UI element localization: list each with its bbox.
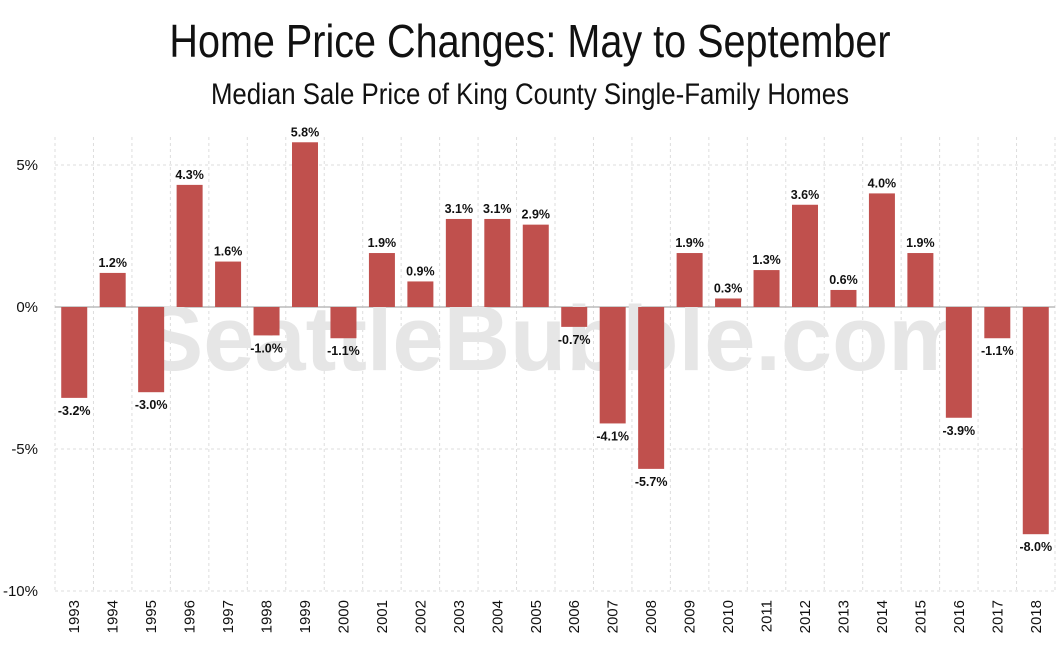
x-tick-label: 1998 (259, 600, 276, 633)
x-tick-label: 2010 (720, 600, 737, 633)
data-label: -4.1% (596, 429, 629, 443)
x-tick-label: 1994 (105, 600, 122, 633)
data-label: -1.1% (981, 344, 1014, 358)
bar-2011 (753, 270, 780, 307)
bar-2017 (984, 307, 1011, 339)
bar-1993 (61, 307, 88, 398)
data-label: 1.6% (214, 245, 243, 259)
data-label: -3.2% (58, 404, 91, 418)
x-tick-label: 2001 (374, 600, 391, 633)
bar-2006 (561, 307, 588, 327)
data-label: 5.8% (291, 125, 320, 139)
data-label: 0.9% (406, 264, 435, 278)
x-tick-label: 2012 (797, 600, 814, 633)
bar-2007 (599, 307, 626, 424)
bar-2012 (792, 204, 818, 307)
data-labels: -3.2% 1.2% -3.0% 4.3% 1.6% -1.0% 5.8% -1.1% 1.9%… (58, 125, 1052, 554)
bar-2010 (715, 298, 742, 307)
data-label: 4.0% (868, 176, 897, 190)
data-label: 1.2% (98, 256, 127, 270)
bar-2015 (907, 253, 934, 307)
bar-1996 (176, 184, 203, 307)
x-tick-label: 2008 (643, 600, 660, 633)
x-tick-label: 2000 (335, 600, 352, 633)
x-tick-label: 2004 (489, 600, 506, 633)
bar-2001 (368, 253, 395, 307)
bar-2016 (945, 307, 972, 418)
x-tick-label: 2006 (566, 600, 583, 633)
data-label: -3.9% (943, 424, 976, 438)
x-tick-label: 1996 (182, 600, 199, 633)
x-tick-label: 2007 (605, 600, 622, 633)
bar-2014 (868, 193, 895, 307)
data-label: 1.9% (368, 236, 397, 250)
data-label: 2.9% (522, 208, 551, 222)
chart-title: Home Price Changes: May to September (169, 15, 891, 67)
y-tick-label: 5% (16, 157, 38, 174)
bar-2005 (522, 224, 549, 307)
bar-1997 (215, 261, 242, 307)
x-tick-label: 2003 (451, 600, 468, 633)
x-tick-label: 1993 (66, 600, 83, 633)
bar-2009 (676, 253, 703, 307)
x-tick-label: 2011 (759, 600, 776, 632)
bars (61, 142, 1049, 535)
data-label: 1.9% (675, 236, 704, 250)
x-tick-label: 2017 (989, 600, 1006, 633)
x-axis: 1993 1994 1995 1996 1997 1998 1999 2000 2001 2002… (66, 600, 1045, 633)
data-label: 4.3% (175, 168, 204, 182)
bar-2004 (484, 218, 511, 307)
bar-1998 (253, 307, 280, 336)
y-tick-label: 0% (16, 299, 38, 316)
data-label: 3.1% (483, 202, 512, 216)
data-label: 3.6% (791, 188, 820, 202)
bar-1999 (292, 142, 318, 307)
y-tick-label: -5% (11, 441, 38, 458)
data-label: 3.1% (445, 202, 474, 216)
y-tick-label: -10% (3, 583, 38, 600)
data-label: -1.1% (327, 344, 360, 358)
x-tick-label: 1997 (220, 600, 237, 633)
grid (54, 137, 1056, 592)
bar-2002 (407, 281, 434, 307)
bar-1994 (99, 272, 126, 307)
x-tick-label: 2015 (912, 600, 929, 633)
x-tick-label: 2013 (835, 600, 852, 633)
data-label: 0.6% (829, 273, 858, 287)
x-tick-label: 2016 (951, 600, 968, 633)
bar-2000 (330, 307, 357, 339)
y-axis: 5% 0% -5% -10% (3, 157, 38, 600)
data-label: -5.7% (635, 475, 668, 489)
x-tick-label: 2014 (874, 600, 891, 633)
data-label: 1.3% (752, 253, 781, 267)
x-tick-label: 2005 (528, 600, 545, 633)
bar-1995 (138, 307, 165, 393)
bar-2013 (830, 289, 857, 307)
data-label: -8.0% (1019, 540, 1052, 554)
x-tick-label: 2018 (1028, 600, 1045, 633)
bar-2008 (638, 307, 665, 469)
x-tick-label: 2009 (682, 600, 699, 633)
data-label: 1.9% (906, 236, 935, 250)
bar-2018 (1022, 307, 1049, 535)
bar-2003 (445, 218, 472, 307)
x-tick-label: 1995 (143, 600, 160, 633)
chart-subtitle: Median Sale Price of King County Single-… (210, 78, 850, 111)
data-label: -3.0% (135, 398, 168, 412)
x-tick-label: 1999 (297, 600, 314, 633)
x-tick-label: 2002 (412, 600, 429, 633)
data-label: -0.7% (558, 333, 591, 347)
data-label: 0.3% (714, 281, 743, 295)
data-label: -1.0% (250, 341, 283, 355)
